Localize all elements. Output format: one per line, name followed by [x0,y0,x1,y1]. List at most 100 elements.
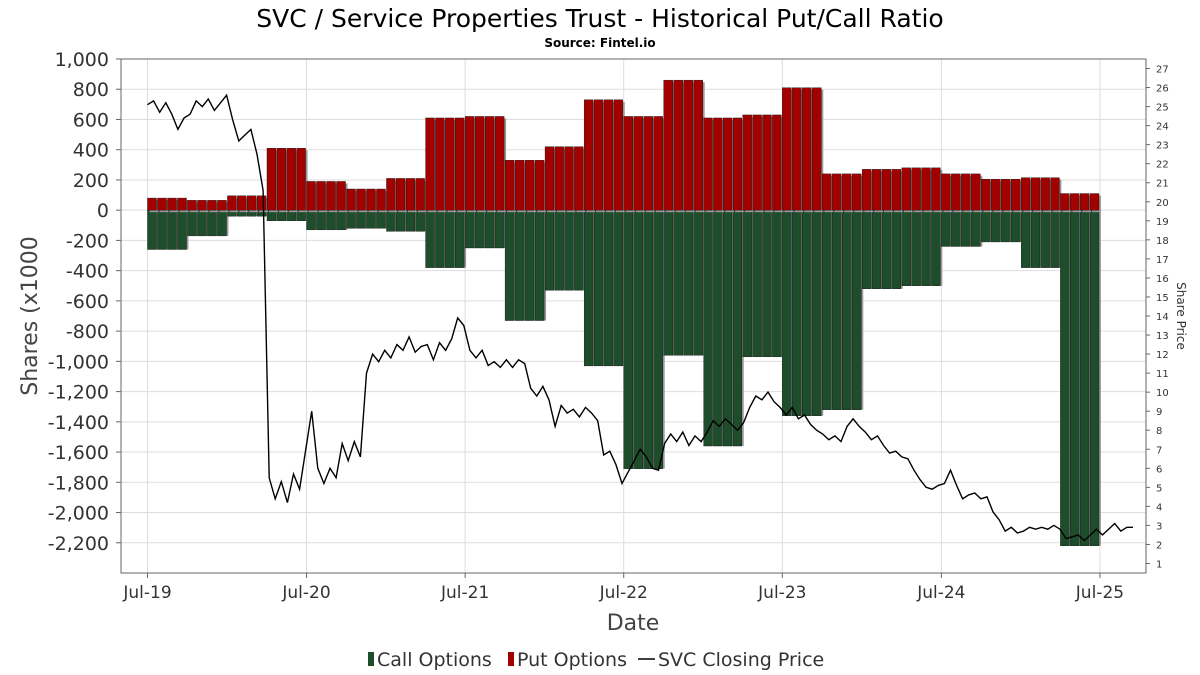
y2-tick-label: 25 [1156,103,1169,114]
legend-call-swatch [368,652,374,666]
call-bar [653,209,663,469]
y-tick-label: -1,800 [48,472,109,494]
put-bar [1030,177,1041,211]
put-bar [336,181,346,211]
put-bar [554,146,564,211]
put-bar [623,116,633,211]
put-bar [613,99,623,211]
put-bar [1040,177,1050,211]
call-bar [514,209,525,321]
put-bar [1060,193,1070,211]
put-bar [633,116,643,211]
put-bar [504,160,515,211]
call-bar [1050,209,1060,268]
x-tick-label: Jul-20 [281,583,330,603]
call-bar [217,209,227,237]
call-bar [862,209,872,289]
call-bar [792,209,802,416]
call-bar [832,209,842,410]
put-bar [247,195,257,211]
put-bar [494,116,505,211]
y2-tick-label: 12 [1156,350,1169,361]
call-bar [157,209,167,250]
x-tick-label: Jul-21 [440,583,489,603]
y-tick-label: 1,000 [55,49,109,71]
y-tick-label: -1,400 [48,412,109,434]
put-bar [683,79,693,211]
put-bar [1070,193,1080,211]
call-bar [177,209,187,250]
y2-tick-label: 11 [1156,369,1169,380]
call-bar [891,209,902,289]
put-bar [276,147,286,211]
y2-tick-label: 8 [1156,426,1162,437]
put-bar [396,178,406,211]
call-bar [752,209,762,358]
put-bar [723,117,733,211]
call-bar [991,209,1001,243]
call-bar [445,209,455,268]
call-bar [356,209,366,229]
call-bar [425,209,435,268]
call-bar [147,209,157,250]
y-tick-label: -2,200 [48,533,109,555]
put-bar [931,167,941,211]
call-bar [534,209,545,321]
put-bar [147,197,157,211]
call-bar [1079,209,1090,546]
call-bar [931,209,941,286]
call-bar [643,209,653,469]
put-bar [266,147,277,211]
call-bar [613,209,623,367]
call-bar [961,209,971,247]
y-tick-label: 200 [73,170,109,192]
y-tick-label: -200 [66,230,109,252]
y2-tick-label: 16 [1156,274,1169,285]
chart-subtitle: Source: Fintel.io [544,36,655,50]
call-bar [207,209,217,237]
price-line [147,93,1133,542]
x-axis-ticks: Jul-19 Jul-20 Jul-21 Jul-22 Jul-23 Jul-24 Jul-… [122,573,1124,603]
legend-price-label: SVC Closing Price [658,649,824,671]
legend-call-label: Call Options [377,649,492,671]
put-bar [445,117,455,211]
call-bar [564,209,574,291]
x-tick-label: Jul-19 [122,583,171,603]
call-bar [1060,209,1070,546]
call-bar [971,209,981,247]
y-tick-label: -800 [66,321,109,343]
call-bar [911,209,921,286]
put-bar [822,173,832,211]
put-bar [693,79,703,211]
call-bar [772,209,782,358]
put-bar [663,79,673,211]
call-bar [663,209,673,356]
call-bar [524,209,535,321]
price-line-group [147,93,1133,542]
put-bar [187,200,197,211]
put-bar [832,173,842,211]
put-bar [296,147,306,211]
put-bar [862,169,872,211]
put-bar [961,173,971,211]
put-bar [881,169,892,211]
put-bar [484,116,495,211]
y-tick-label: -1,200 [48,382,109,404]
call-bar [703,209,713,447]
call-bar [455,209,465,268]
y2-tick-label: 15 [1156,293,1169,304]
put-bar [812,87,822,211]
call-bar [346,209,356,229]
y2-tick-label: 23 [1156,141,1169,152]
call-bar [167,209,177,250]
y-tick-label: -1,000 [48,351,109,373]
put-bar [1021,177,1031,211]
put-bar [991,178,1001,211]
put-bar [376,188,386,211]
put-bar [574,146,584,211]
put-bar [1001,178,1011,211]
call-bar [633,209,643,469]
put-bar [971,173,981,211]
put-bar [713,117,723,211]
y-tick-label: 800 [73,79,109,101]
